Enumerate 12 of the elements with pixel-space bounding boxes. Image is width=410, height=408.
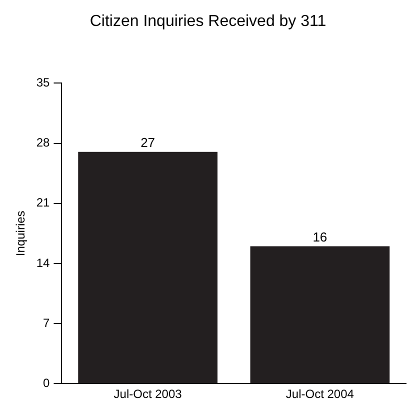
- y-tick-label: 28: [36, 136, 50, 150]
- y-axis-title: Inquiries: [14, 210, 28, 256]
- x-tick-label: Jul-Oct 2003: [114, 387, 182, 402]
- y-tick-label: 0: [43, 376, 50, 390]
- data-label: 27: [140, 134, 156, 150]
- y-tick-label: 14: [36, 256, 50, 270]
- data-label: 16: [312, 229, 328, 244]
- y-tick-label: 7: [43, 316, 50, 330]
- y-tick-label: 35: [36, 76, 50, 90]
- x-tick-label: Jul-Oct 2004: [286, 387, 354, 402]
- y-tick-label: 21: [36, 196, 50, 210]
- chart-title: Citizen Inquiries Received by 311: [90, 13, 326, 30]
